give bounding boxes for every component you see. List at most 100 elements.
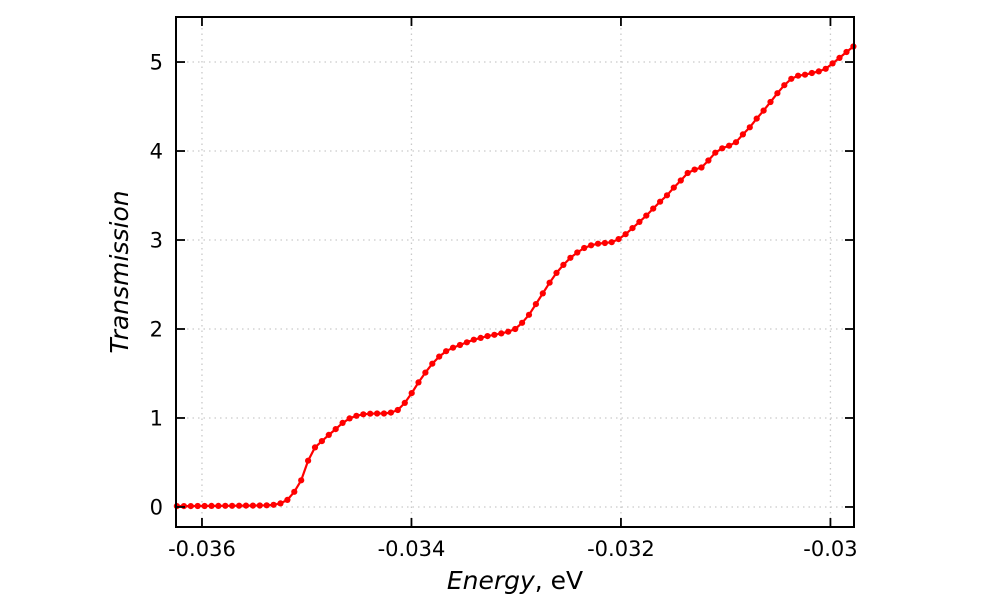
data-point (256, 502, 263, 509)
data-point (491, 331, 498, 338)
data-point (836, 54, 843, 62)
data-point (346, 415, 353, 422)
data-point (684, 169, 691, 177)
data-point (367, 410, 374, 417)
y-tick-label: 5 (150, 51, 163, 75)
data-point (726, 142, 733, 149)
data-point (808, 69, 816, 77)
data-point (305, 457, 312, 464)
data-point (422, 369, 429, 376)
data-point (298, 477, 305, 484)
data-point (332, 426, 339, 433)
x-tick-label: -0.032 (587, 537, 655, 561)
x-tick-label: -0.034 (378, 537, 446, 561)
x-axis-title-unit: , eV (535, 566, 583, 595)
data-point (657, 198, 664, 205)
y-tick-label: 4 (150, 140, 163, 164)
data-point (374, 410, 381, 417)
data-point (532, 301, 540, 308)
data-point (629, 225, 636, 232)
data-point (215, 502, 222, 509)
data-point (643, 212, 650, 219)
data-point (408, 390, 415, 397)
data-point (229, 502, 236, 509)
data-point (753, 115, 760, 122)
data-point (360, 411, 367, 418)
data-point (463, 339, 470, 346)
data-point (519, 319, 526, 326)
data-point (401, 399, 408, 406)
data-point (380, 410, 388, 417)
data-point (318, 438, 325, 445)
data-point (525, 311, 533, 318)
data-point (829, 60, 836, 67)
data-point (739, 131, 747, 138)
data-point (546, 279, 553, 286)
data-point (615, 236, 622, 243)
y-tick-label: 0 (150, 495, 163, 519)
data-point (242, 502, 250, 509)
y-tick-label: 1 (150, 406, 163, 430)
data-point (698, 164, 705, 171)
data-point (677, 177, 684, 184)
y-tick-label: 2 (150, 317, 163, 341)
data-point (567, 254, 574, 261)
data-point (712, 149, 719, 156)
data-point (719, 145, 726, 152)
data-point (801, 71, 809, 78)
data-point (263, 502, 270, 509)
data-point (815, 68, 822, 75)
data-point (512, 325, 519, 333)
data-point (291, 488, 298, 495)
data-point (415, 379, 422, 386)
data-point (650, 205, 657, 212)
data-point (208, 502, 215, 509)
plot-frame (175, 16, 855, 528)
data-point (746, 124, 753, 131)
data-point (339, 419, 346, 426)
data-point (767, 98, 774, 106)
data-point (574, 249, 581, 256)
data-point (539, 290, 546, 297)
data-point (636, 218, 643, 225)
data-point (429, 360, 436, 367)
data-point (436, 353, 443, 360)
x-axis-title-word: Energy (447, 566, 536, 595)
data-point (484, 333, 491, 340)
data-point (470, 336, 477, 343)
data-point (201, 502, 208, 510)
data-point (222, 502, 229, 509)
y-axis-title: Transmission (105, 190, 134, 353)
data-point (594, 240, 602, 247)
data-point (705, 157, 712, 164)
data-point (505, 328, 512, 335)
data-point (270, 501, 277, 508)
data-point (311, 444, 319, 451)
plot-border (175, 16, 855, 528)
data-point (249, 502, 256, 509)
data-point (691, 166, 698, 173)
data-point (774, 90, 781, 97)
x-axis-title: Energy, eV (447, 566, 583, 595)
data-point (394, 406, 401, 414)
data-point (498, 330, 505, 337)
data-point (843, 48, 850, 56)
data-point (781, 82, 788, 89)
series-line (175, 45, 855, 508)
data-point (581, 244, 588, 252)
data-series (173, 43, 857, 510)
data-point (670, 184, 677, 191)
data-point (788, 75, 795, 82)
data-point (187, 503, 194, 510)
axis-ticks (176, 17, 854, 527)
data-point (456, 341, 464, 349)
data-point (449, 344, 457, 351)
data-point (732, 139, 740, 146)
data-point (760, 107, 767, 114)
data-point (477, 334, 484, 341)
data-point (795, 72, 802, 79)
data-point (553, 269, 560, 276)
data-point (608, 239, 615, 246)
